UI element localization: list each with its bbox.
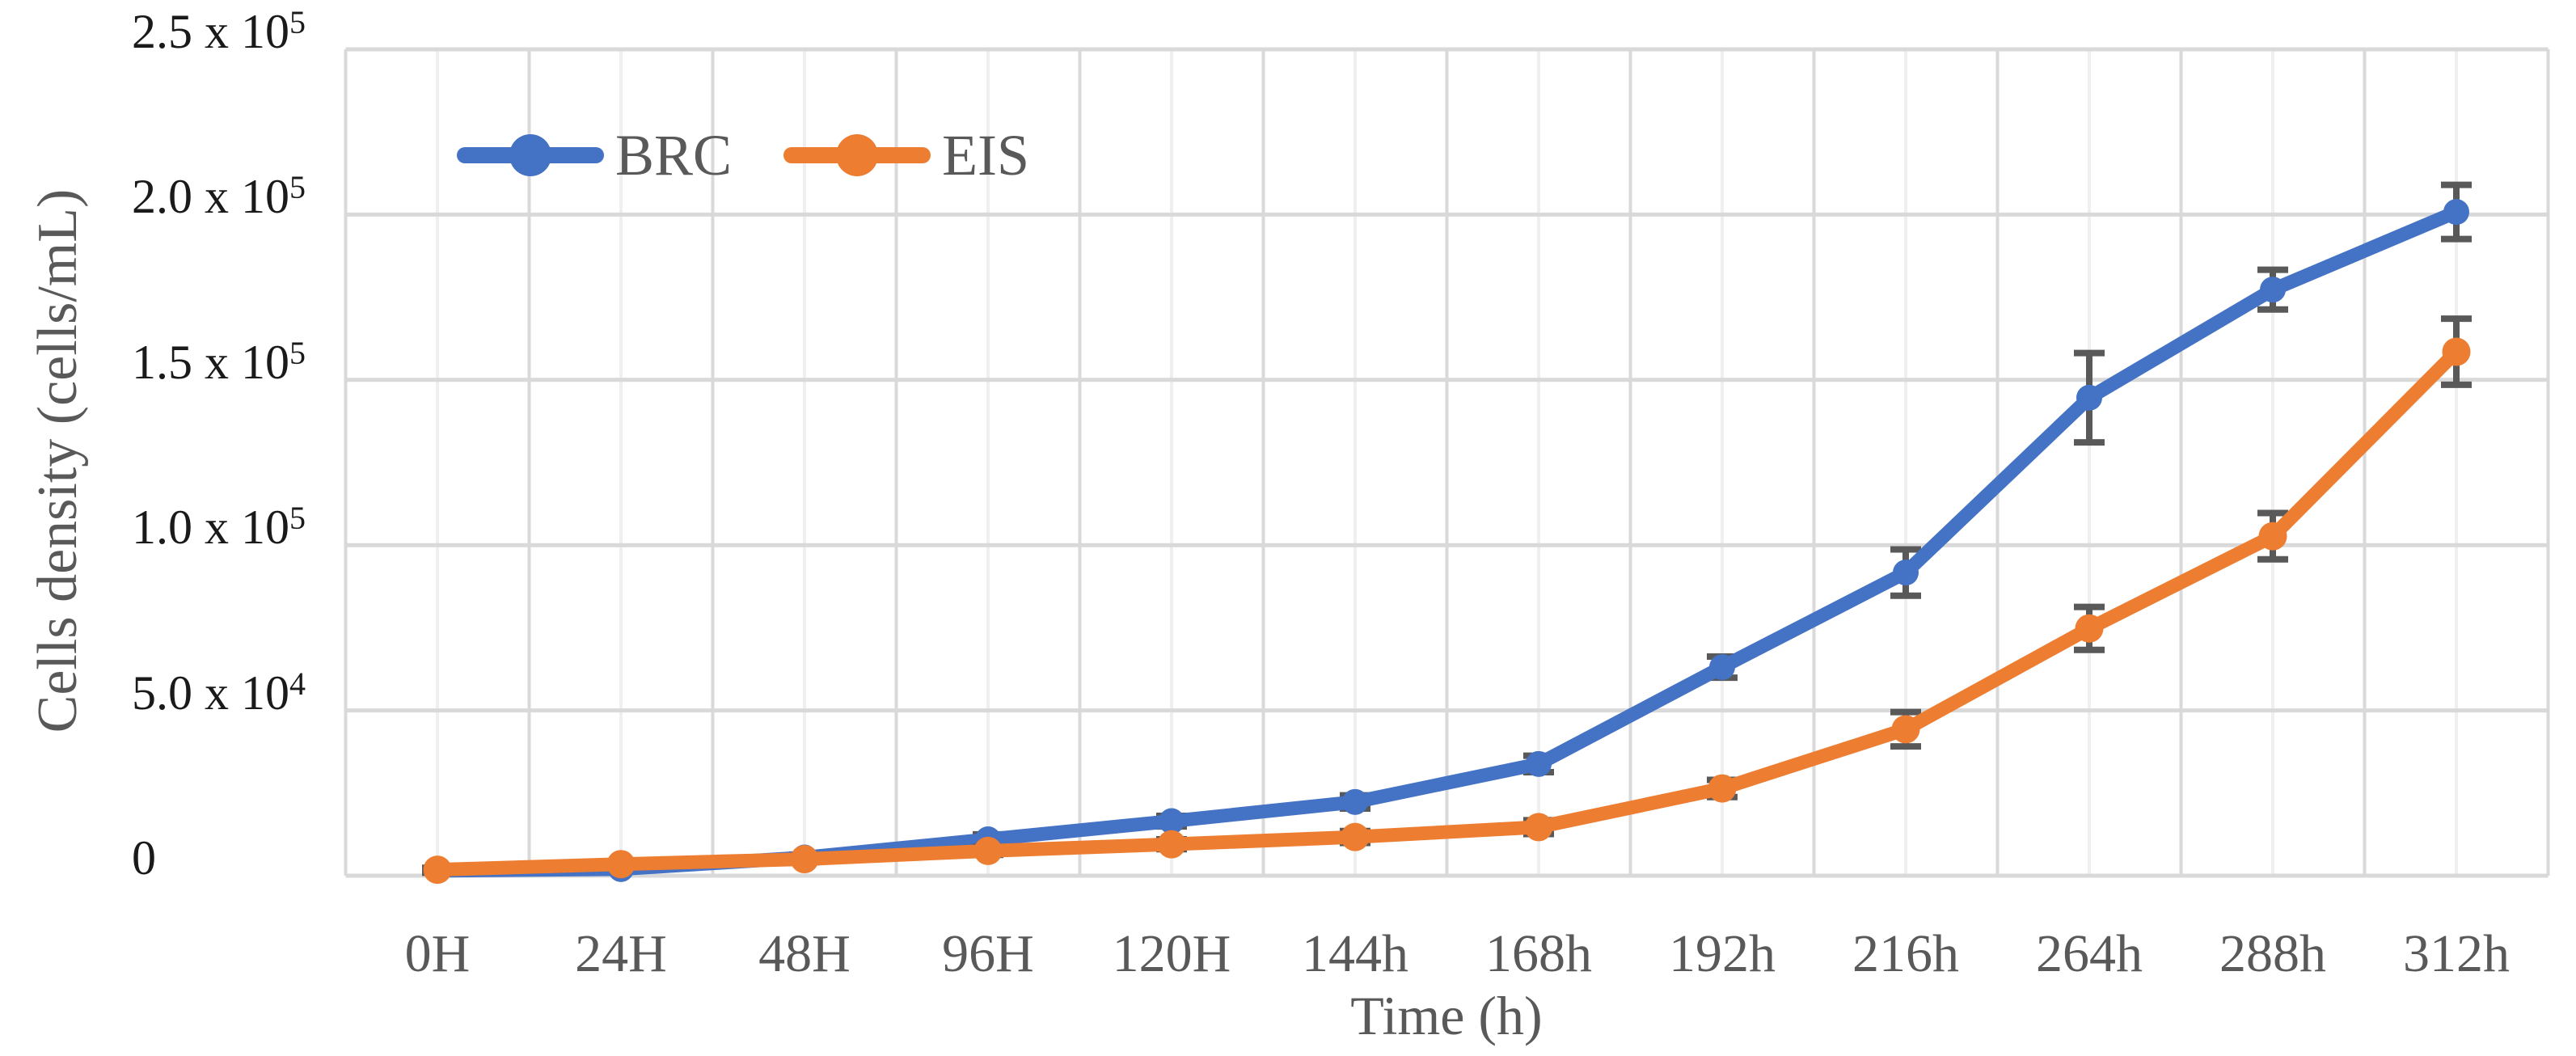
x-tick-label-264h: 264h <box>2036 924 2143 983</box>
eis-marker-0H <box>423 855 452 885</box>
eis-marker-24H <box>606 850 636 879</box>
legend-label-eis: EIS <box>942 123 1030 188</box>
eis-line <box>430 344 2464 877</box>
legend-label-brc: BRC <box>615 123 733 188</box>
x-tick-label-144h: 144h <box>1302 924 1408 983</box>
x-tick-label-120H: 120H <box>1112 924 1231 983</box>
y-axis-title: Cells density (cells/mL) <box>27 188 89 733</box>
x-axis-title: Time (h) <box>1350 985 1543 1046</box>
eis-marker-288h <box>2258 522 2287 551</box>
eis-marker-96H <box>973 836 1003 865</box>
x-tick-label-0H: 0H <box>404 924 471 983</box>
y-tick-label: 1.0 x 105 <box>132 500 306 555</box>
y-tick-label: 5.0 x 104 <box>132 665 306 720</box>
x-tick-label-24H: 24H <box>575 924 667 983</box>
x-tick-label-288h: 288h <box>2219 924 2326 983</box>
x-tick-label-48H: 48H <box>758 924 851 983</box>
eis-marker-120H <box>1157 830 1186 859</box>
brc-marker-120H <box>1159 808 1185 834</box>
eis-marker-216h <box>1891 715 1920 744</box>
eis-marker-48H <box>790 845 819 874</box>
x-tick-label-312h: 312h <box>2403 924 2510 983</box>
brc-marker-216h <box>1893 560 1919 586</box>
eis-marker-192h <box>1708 774 1737 803</box>
brc-marker-264h <box>2076 384 2102 411</box>
y-tick-label: 0 <box>132 831 156 885</box>
x-tick-label-168h: 168h <box>1485 924 1592 983</box>
y-tick-label: 2.5 x 105 <box>132 4 306 58</box>
brc-marker-144h <box>1342 788 1368 815</box>
brc-marker-192h <box>1709 654 1735 681</box>
x-tick-label-192h: 192h <box>1669 924 1776 983</box>
y-tick-label: 1.5 x 105 <box>132 334 306 389</box>
legend-item-eis: EIS <box>783 126 1029 184</box>
legend-marker-eis-icon <box>783 133 931 177</box>
legend-marker-brc-icon <box>457 133 604 177</box>
brc-marker-312h <box>2443 199 2469 226</box>
eis-marker-144h <box>1341 822 1370 851</box>
brc-marker-168h <box>1526 750 1552 777</box>
y-tick-label: 2.0 x 105 <box>132 169 306 224</box>
eis-marker-168h <box>1524 813 1553 842</box>
legend: BRC EIS <box>457 126 1029 184</box>
x-tick-label-216h: 216h <box>1852 924 1959 983</box>
eis-marker-264h <box>2075 614 2104 643</box>
legend-item-brc: BRC <box>457 126 732 184</box>
eis-marker-312h <box>2442 337 2471 366</box>
x-tick-label-96H: 96H <box>942 924 1034 983</box>
brc-marker-288h <box>2260 277 2286 303</box>
